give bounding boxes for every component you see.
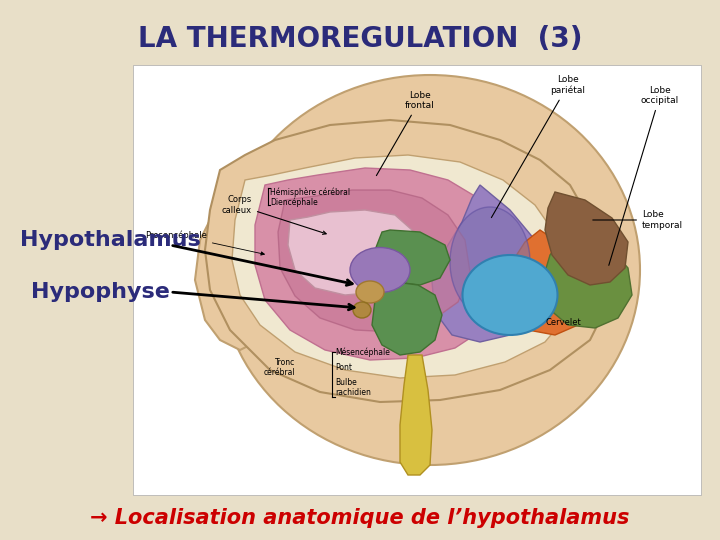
FancyBboxPatch shape <box>133 65 701 495</box>
Text: Cervelet: Cervelet <box>545 318 581 327</box>
Polygon shape <box>278 190 470 332</box>
Ellipse shape <box>220 75 640 465</box>
Text: Hémisphère cérébral: Hémisphère cérébral <box>270 187 350 197</box>
Polygon shape <box>545 192 628 285</box>
Text: rachidien: rachidien <box>335 388 371 397</box>
Ellipse shape <box>462 255 557 335</box>
Polygon shape <box>400 355 432 475</box>
Text: Bulbe: Bulbe <box>335 378 356 387</box>
Text: Lobe
temporal: Lobe temporal <box>593 210 683 230</box>
Text: Corps
calleux: Corps calleux <box>222 195 326 234</box>
Polygon shape <box>232 155 572 378</box>
Polygon shape <box>255 168 512 360</box>
Polygon shape <box>375 230 450 285</box>
Ellipse shape <box>450 207 530 317</box>
Ellipse shape <box>356 281 384 303</box>
Text: Lobe
occipital: Lobe occipital <box>609 86 679 265</box>
Ellipse shape <box>350 247 410 293</box>
Text: Lobe
pariétal: Lobe pariétal <box>491 75 585 218</box>
Polygon shape <box>372 282 442 355</box>
Text: LA THERMOREGULATION  (3): LA THERMOREGULATION (3) <box>138 25 582 53</box>
Text: Diencéphale: Diencéphale <box>270 197 318 207</box>
Ellipse shape <box>353 302 371 318</box>
Polygon shape <box>205 120 610 402</box>
Text: Lobe
frontal: Lobe frontal <box>377 91 435 176</box>
Text: → Localisation anatomique de l’hypothalamus: → Localisation anatomique de l’hypothala… <box>90 508 630 528</box>
Polygon shape <box>542 230 632 328</box>
Text: Tronc
cérébral: Tronc cérébral <box>264 357 295 377</box>
Polygon shape <box>502 230 592 335</box>
Polygon shape <box>432 185 545 342</box>
Text: Pont: Pont <box>335 363 352 372</box>
Polygon shape <box>288 210 418 295</box>
Text: Hypothalamus: Hypothalamus <box>19 230 200 250</box>
Polygon shape <box>195 180 270 350</box>
Text: Mésencéphale: Mésencéphale <box>335 348 390 357</box>
Text: Hypophyse: Hypophyse <box>30 282 169 302</box>
Text: Prosencéphale: Prosencéphale <box>145 230 264 255</box>
